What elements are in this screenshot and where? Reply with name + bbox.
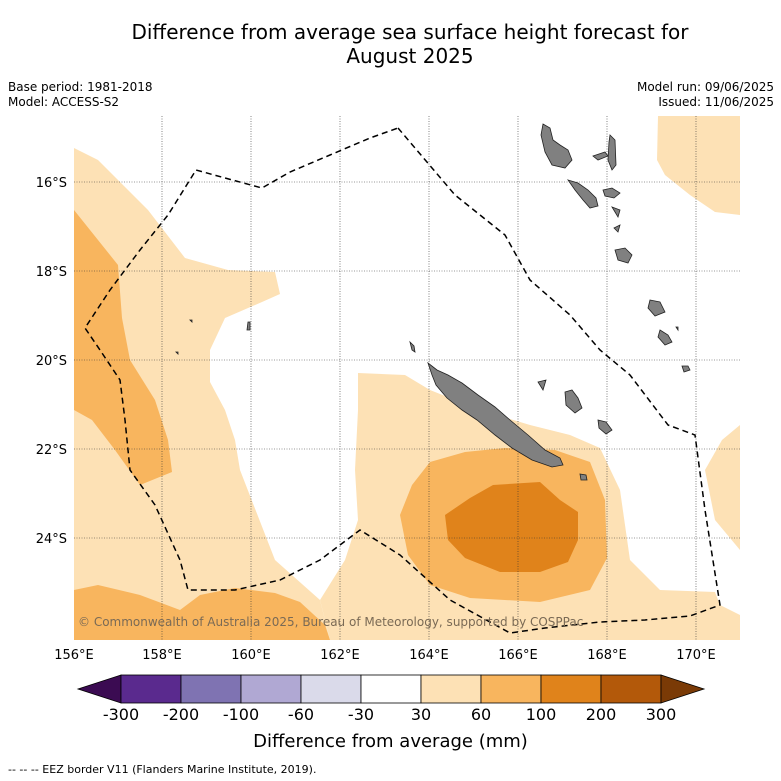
anomaly-region-east <box>705 425 740 550</box>
lat-tick: 18°S <box>36 265 67 280</box>
colorbar-bin <box>480 674 542 704</box>
lon-tick: 158°E <box>142 648 182 663</box>
anomaly-region-southwest-strong <box>74 585 330 640</box>
lon-tick: 160°E <box>231 648 271 663</box>
model-text: Model: ACCESS-S2 <box>8 95 120 109</box>
colorbar-tick: -60 <box>288 705 314 724</box>
lon-tick: 166°E <box>498 648 538 663</box>
colorbar-bin <box>420 674 482 704</box>
colorbar-tick: 60 <box>471 705 491 724</box>
colorbar-extend-right <box>660 674 706 704</box>
lat-tick: 16°S <box>36 176 67 191</box>
anomaly-region-northeast <box>657 116 740 215</box>
colorbar-label: Difference from average (mm) <box>253 731 528 752</box>
base-period-text: Base period: 1981-2018 <box>8 80 153 94</box>
lon-tick: 156°E <box>54 648 94 663</box>
lat-tick-labels: 16°S 18°S 20°S 22°S 24°S <box>36 176 67 547</box>
colorbar-ticks: -300 -200 -100 -60 -30 30 60 100 200 300 <box>103 705 676 724</box>
lon-tick: 164°E <box>409 648 449 663</box>
colorbar-tick: -300 <box>103 705 139 724</box>
colorbar-tick: 200 <box>586 705 617 724</box>
anomaly-region-west-strong <box>74 210 172 485</box>
colorbar-bin <box>240 674 302 704</box>
colorbar-tick: -100 <box>223 705 259 724</box>
anomaly-region-west <box>74 148 330 640</box>
lat-tick: 24°S <box>36 532 67 547</box>
anomaly-region-core <box>445 482 578 572</box>
lon-tick: 168°E <box>587 648 627 663</box>
colorbar-bin <box>300 674 362 704</box>
colorbar-tick: -200 <box>163 705 199 724</box>
map-area: © Commonwealth of Australia 2025, Bureau… <box>74 116 740 640</box>
issued-text: Issued: 11/06/2025 <box>658 95 774 109</box>
eez-border-line <box>84 127 721 634</box>
chart-title: Difference from average sea surface heig… <box>60 20 760 68</box>
lon-tick-labels: 156°E 158°E 160°E 162°E 164°E 166°E 168°… <box>54 648 716 663</box>
colorbar <box>76 674 706 704</box>
meta-left: Base period: 1981-2018 Model: ACCESS-S2 <box>8 80 153 110</box>
lon-tick: 162°E <box>320 648 360 663</box>
copyright-text: © Commonwealth of Australia 2025, Bureau… <box>78 615 583 629</box>
colorbar-tick: 300 <box>646 705 677 724</box>
meta-right: Model run: 09/06/2025 Issued: 11/06/2025 <box>637 80 774 110</box>
colorbar-tick: 100 <box>526 705 557 724</box>
eez-footnote: -- -- -- EEZ border V11 (Flanders Marine… <box>8 763 317 776</box>
lon-tick: 170°E <box>676 648 716 663</box>
colorbar-bin <box>120 674 182 704</box>
model-run-text: Model run: 09/06/2025 <box>636 80 774 94</box>
colorbar-bin <box>600 674 662 704</box>
lat-tick: 22°S <box>36 443 67 458</box>
lat-tick: 20°S <box>36 354 67 369</box>
new-caledonia <box>175 319 613 481</box>
colorbar-tick: -30 <box>348 705 374 724</box>
colorbar-tick: 30 <box>411 705 431 724</box>
vanuatu-islands <box>540 123 691 373</box>
title-line-1: Difference from average sea surface heig… <box>131 20 689 44</box>
gridlines <box>74 116 740 640</box>
colorbar-bin <box>540 674 602 704</box>
colorbar-extend-left <box>76 674 122 704</box>
colorbar-bin <box>360 674 422 704</box>
colorbar-bin <box>180 674 242 704</box>
title-line-2: August 2025 <box>346 44 474 68</box>
